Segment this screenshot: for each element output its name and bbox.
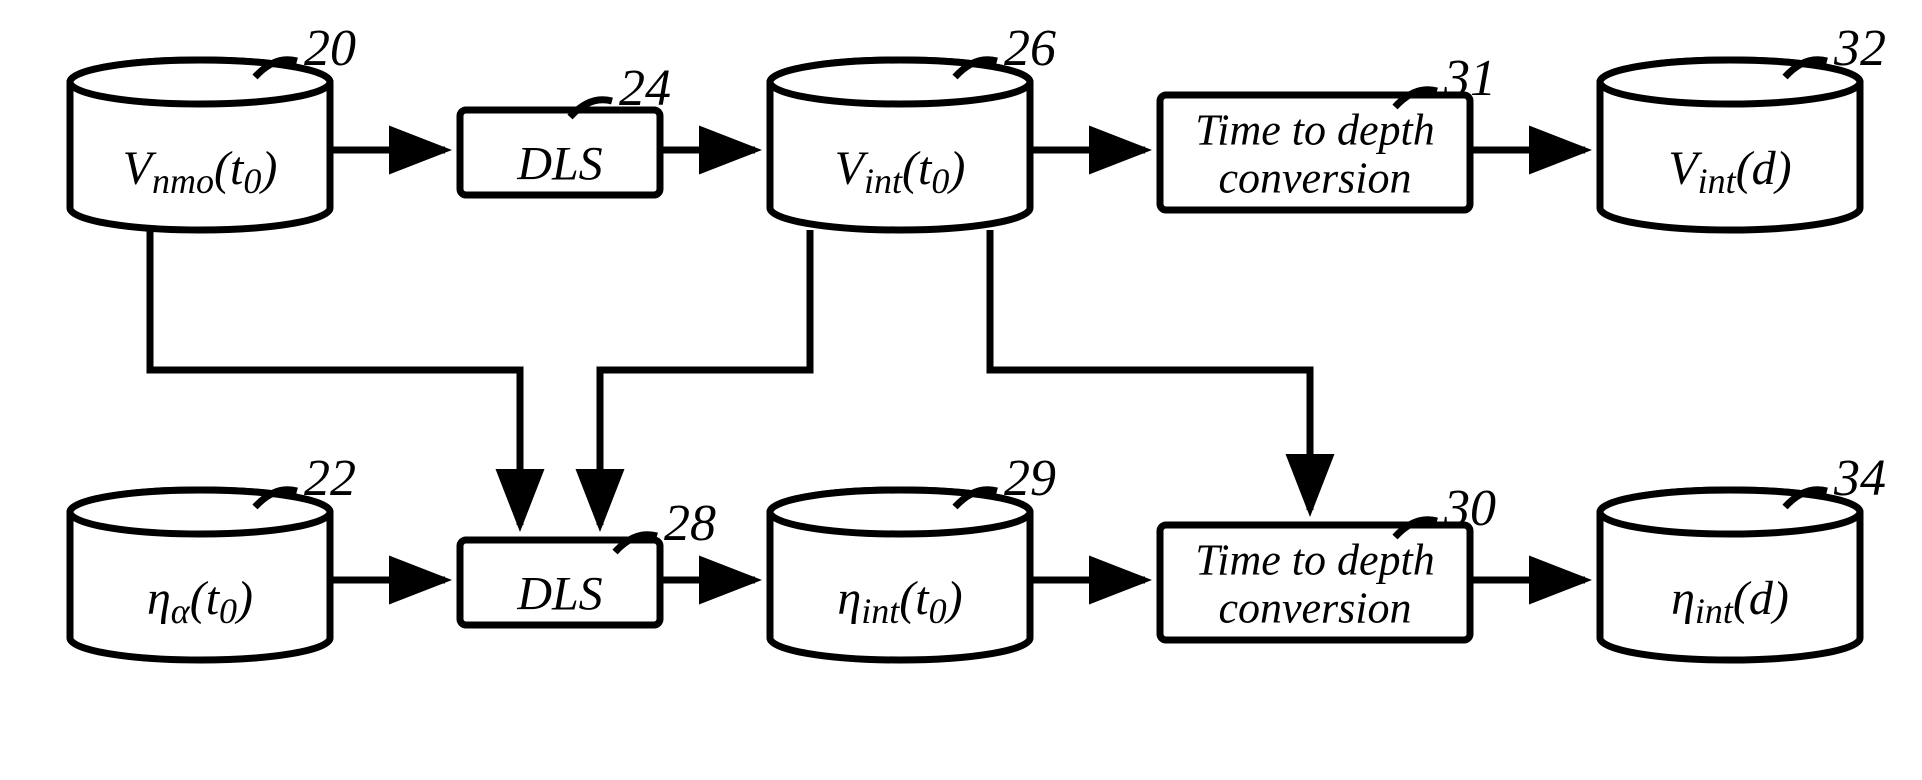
- svg-text:34: 34: [1833, 450, 1886, 507]
- process-n31: Time to depthconversion: [1160, 95, 1470, 210]
- svg-text:32: 32: [1833, 20, 1886, 77]
- ref-label-29: 29: [955, 450, 1056, 507]
- process-label: DLS: [516, 568, 602, 621]
- cylinder-n20: Vnmo(t0): [70, 60, 330, 230]
- process-n28: DLS: [460, 540, 660, 625]
- cylinder-n22: ηα(t0): [70, 490, 330, 660]
- ref-label-24: 24: [570, 60, 671, 117]
- svg-text:30: 30: [1443, 480, 1496, 537]
- process-label-line2: conversion: [1218, 584, 1411, 633]
- process-label-line1: Time to depth: [1195, 536, 1435, 585]
- ref-label-31: 31: [1395, 50, 1496, 107]
- process-n24: DLS: [460, 110, 660, 195]
- svg-text:29: 29: [1004, 450, 1056, 507]
- cylinder-n32: Vint(d): [1600, 60, 1860, 230]
- svg-text:26: 26: [1004, 20, 1056, 77]
- cylinder-n34: ηint(d): [1600, 490, 1860, 660]
- svg-text:28: 28: [664, 495, 716, 552]
- svg-text:24: 24: [619, 60, 671, 117]
- ref-label-26: 26: [955, 20, 1056, 77]
- svg-text:31: 31: [1443, 50, 1496, 107]
- cylinder-label: ηα(t0): [147, 572, 253, 631]
- cylinder-n26: Vint(t0): [770, 60, 1030, 230]
- process-n30: Time to depthconversion: [1160, 525, 1470, 640]
- process-label: DLS: [516, 138, 602, 191]
- cylinder-n29: ηint(t0): [770, 490, 1030, 660]
- process-label-line1: Time to depth: [1195, 106, 1435, 155]
- svg-text:20: 20: [304, 20, 356, 77]
- ref-label-34: 34: [1785, 450, 1886, 507]
- process-label-line2: conversion: [1218, 154, 1411, 203]
- ref-label-30: 30: [1395, 480, 1496, 537]
- ref-label-32: 32: [1785, 20, 1886, 77]
- ref-label-22: 22: [255, 450, 356, 507]
- svg-text:22: 22: [304, 450, 356, 507]
- ref-label-20: 20: [255, 20, 356, 77]
- ref-label-28: 28: [615, 495, 716, 552]
- edge-n26-n28: [600, 230, 810, 525]
